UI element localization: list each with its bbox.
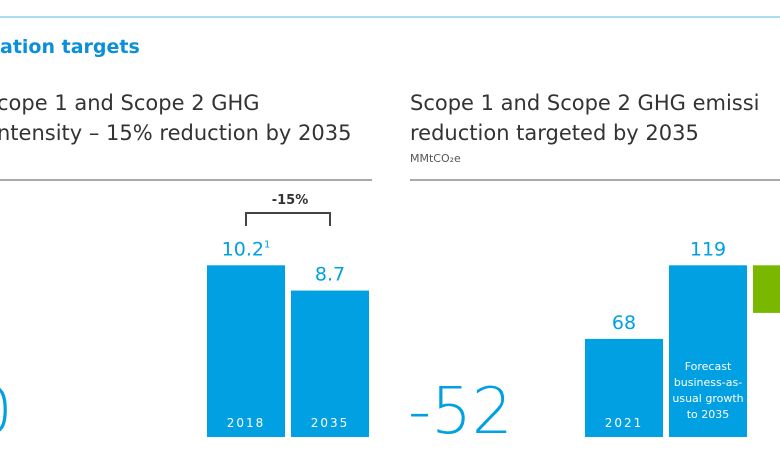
bar-segment xyxy=(669,265,747,437)
chart-title: ntensity – 15% reduction by 2035 xyxy=(0,121,351,145)
category-label: 2018 xyxy=(227,416,266,430)
chart-title: reduction targeted by 2035 xyxy=(410,121,699,145)
bar-segment xyxy=(585,338,663,437)
bar xyxy=(291,290,369,437)
bracket xyxy=(245,212,331,226)
unit-label: MMtCO₂e xyxy=(410,152,461,165)
chart-title: Scope 1 and Scope 2 GHG emissi xyxy=(410,91,760,115)
category-label: Forecast xyxy=(685,360,732,373)
category-label: usual growth xyxy=(672,392,743,405)
bracket-label: -15% xyxy=(272,193,309,208)
value-label: 68 xyxy=(612,312,636,334)
category-label: 2035 xyxy=(311,416,350,430)
value-label-text: 68 xyxy=(612,312,636,334)
value-label-text: 119 xyxy=(690,238,726,260)
category-label: business-as- xyxy=(674,376,742,389)
value-label-text: 10.2 xyxy=(222,238,264,260)
value-label: 119 xyxy=(690,238,726,260)
category-label: 2021 xyxy=(605,416,644,430)
big-number: 0 xyxy=(0,375,13,449)
value-label-text: 8.7 xyxy=(315,264,345,286)
value-label: 8.7 xyxy=(315,264,345,286)
chart-title: cope 1 and Scope 2 GHG xyxy=(0,91,260,115)
section-title: ation targets xyxy=(0,36,140,58)
value-label: 10.21 xyxy=(222,238,271,260)
bar-segment xyxy=(753,265,780,313)
category-label: to 2035 xyxy=(687,408,730,421)
bar xyxy=(207,265,285,437)
big-number: -52 xyxy=(408,375,513,449)
bar-segment xyxy=(753,312,780,437)
value-label-superscript: 1 xyxy=(264,239,270,250)
